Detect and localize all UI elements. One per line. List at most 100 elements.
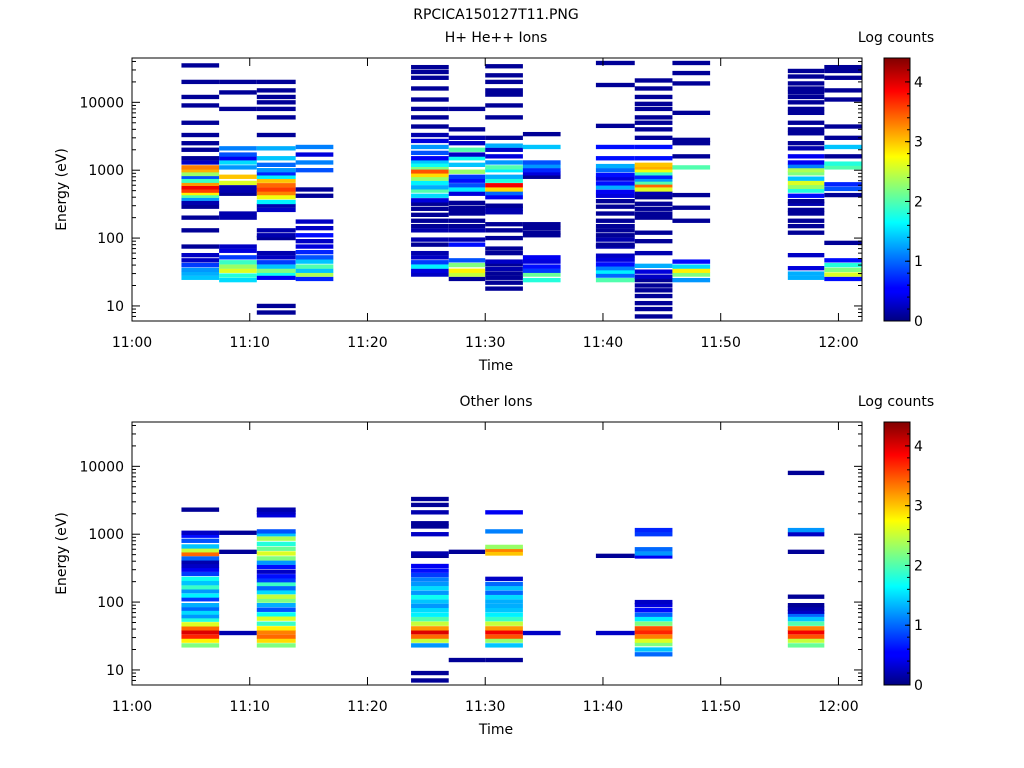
heatmap-cell — [634, 94, 673, 100]
heatmap-cell — [672, 264, 711, 269]
heatmap-cell — [295, 152, 334, 157]
heatmap-cell — [595, 237, 635, 242]
heatmap-cell — [485, 79, 523, 85]
x-tick-label: 11:40 — [583, 335, 623, 351]
heatmap-cell — [634, 106, 673, 112]
heatmap-cell — [824, 68, 862, 74]
heatmap-cell — [672, 205, 711, 210]
heatmap-cell — [219, 156, 257, 161]
heatmap-cell — [411, 595, 449, 600]
colorbar-tick-label: 2 — [914, 194, 923, 210]
heatmap-cell — [485, 599, 523, 604]
heatmap-cell — [634, 283, 673, 288]
heatmap-cell — [787, 100, 825, 105]
heatmap-cell — [256, 264, 296, 269]
heatmap-cell — [787, 131, 825, 136]
heatmap-cell — [181, 171, 220, 177]
heatmap-cell — [256, 275, 296, 280]
heatmap-cell — [787, 638, 825, 643]
heatmap-cell — [411, 532, 449, 537]
heatmap-cell — [256, 178, 296, 183]
heatmap-cell — [256, 183, 296, 188]
heatmap-cell — [411, 510, 449, 515]
heatmap-cell — [824, 154, 862, 159]
heatmap-cell — [787, 188, 825, 193]
heatmap-cell — [256, 100, 296, 105]
heatmap-cell — [672, 110, 711, 116]
heatmap-cell — [634, 603, 673, 608]
heatmap-cell — [181, 165, 220, 170]
heatmap-cell — [411, 86, 449, 91]
heatmap-cell — [672, 268, 711, 273]
heatmap-cell — [787, 616, 825, 622]
heatmap-cell — [485, 174, 523, 179]
heatmap-cell — [411, 255, 449, 260]
heatmap-cell — [448, 141, 486, 146]
heatmap-cell — [634, 183, 673, 188]
heatmap-cell — [485, 643, 523, 648]
heatmap-cell — [256, 626, 296, 631]
heatmap-cell — [824, 124, 862, 129]
heatmap-cell — [295, 187, 334, 192]
heatmap-cell — [522, 230, 561, 235]
heatmap-cell — [634, 78, 673, 83]
heatmap-cell — [181, 538, 220, 543]
heatmap-cell — [634, 314, 673, 319]
heatmap-cell — [219, 273, 257, 278]
heatmap-cell — [219, 174, 257, 179]
heatmap-cell — [485, 195, 523, 200]
heatmap-cell — [181, 634, 220, 639]
heatmap-cell — [219, 152, 257, 157]
heatmap-cell — [824, 240, 862, 246]
heatmap-cell — [485, 630, 523, 635]
heatmap-cell — [787, 606, 825, 611]
colorbar-tick-label: 3 — [914, 135, 923, 151]
heatmap-cell — [595, 253, 635, 258]
heatmap-cell — [522, 233, 561, 238]
colorbar-tick-label: 1 — [914, 618, 923, 634]
heatmap-cell — [485, 246, 523, 251]
heatmap-cell — [634, 206, 673, 211]
heatmap-cell — [181, 585, 220, 590]
heatmap-cell — [787, 94, 825, 100]
heatmap-cell — [219, 180, 257, 186]
heatmap-cell — [411, 626, 449, 631]
heatmap-cell — [219, 106, 257, 112]
heatmap-cell — [411, 150, 449, 156]
heatmap-cell — [634, 120, 673, 125]
heatmap-cell — [256, 532, 296, 537]
heatmap-cell — [256, 162, 296, 168]
heatmap-cell — [824, 97, 862, 102]
heatmap-cell — [787, 271, 825, 276]
heatmap-cell — [787, 223, 825, 229]
y-tick-label: 10000 — [79, 459, 124, 475]
heatmap-cell — [485, 262, 523, 267]
heatmap-cell — [485, 183, 523, 188]
heatmap-cell — [634, 187, 673, 192]
heatmap-cell — [485, 551, 523, 556]
heatmap-cell — [522, 131, 561, 137]
heatmap-cell — [634, 634, 673, 639]
heatmap-cell — [787, 211, 825, 216]
heatmap-cell — [485, 73, 523, 78]
heatmap-cell — [181, 103, 220, 108]
heatmap-cell — [522, 268, 561, 273]
heatmap-cell — [411, 612, 449, 617]
y-tick-label: 10000 — [79, 95, 124, 111]
heatmap-cell — [595, 60, 635, 66]
x-tick-label: 11:10 — [230, 335, 270, 351]
heatmap-cell — [181, 271, 220, 276]
heatmap-cell — [219, 630, 257, 636]
heatmap-cell — [256, 255, 296, 260]
heatmap-cell — [787, 275, 825, 280]
heatmap-cell — [485, 178, 523, 183]
heatmap-cell — [522, 144, 561, 150]
heatmap-cell — [485, 621, 523, 626]
heatmap-cell — [411, 616, 449, 622]
heatmap-cell — [824, 88, 862, 93]
heatmap-cell — [448, 152, 486, 157]
heatmap-cell — [256, 250, 296, 256]
heatmap-cell — [824, 186, 862, 192]
heatmap-cell — [824, 165, 862, 170]
heatmap-cell — [595, 163, 635, 169]
